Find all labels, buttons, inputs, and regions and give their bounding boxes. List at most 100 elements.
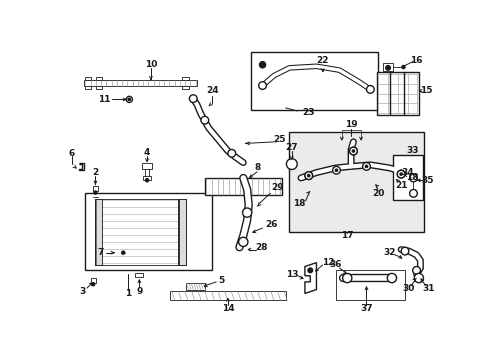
Bar [170, 291, 285, 300]
Text: 8: 8 [253, 163, 260, 172]
Circle shape [335, 169, 337, 171]
Bar [185, 283, 204, 289]
Circle shape [332, 166, 340, 174]
Bar [135, 273, 143, 277]
Text: 19: 19 [344, 120, 357, 129]
Bar [96, 86, 102, 89]
Circle shape [307, 175, 309, 177]
Circle shape [128, 98, 130, 100]
Text: 18: 18 [293, 199, 305, 208]
Circle shape [305, 172, 312, 180]
Circle shape [413, 274, 423, 283]
Bar [182, 86, 188, 89]
Text: 32: 32 [383, 248, 395, 257]
Circle shape [400, 247, 408, 255]
Bar [178, 199, 185, 265]
Circle shape [238, 237, 247, 247]
Bar [96, 77, 102, 80]
Text: 31: 31 [422, 284, 434, 293]
Text: 16: 16 [409, 56, 422, 65]
Text: 30: 30 [402, 284, 414, 293]
Text: 6: 6 [68, 149, 75, 158]
Text: 13: 13 [285, 270, 298, 279]
Text: 28: 28 [254, 243, 267, 252]
Text: 17: 17 [340, 231, 353, 240]
Text: 4: 4 [143, 148, 150, 157]
Bar [115, 250, 121, 255]
Circle shape [399, 173, 402, 175]
Circle shape [349, 147, 357, 155]
Text: 35: 35 [421, 176, 433, 185]
Circle shape [307, 268, 312, 273]
Bar [84, 80, 197, 86]
Circle shape [91, 283, 95, 286]
Text: 23: 23 [302, 108, 314, 117]
Circle shape [412, 266, 420, 274]
Bar [95, 199, 102, 265]
Circle shape [227, 149, 235, 157]
Text: 3: 3 [79, 287, 85, 296]
Circle shape [122, 251, 124, 254]
Text: 18: 18 [406, 174, 418, 183]
Circle shape [201, 116, 208, 124]
Bar [142, 163, 151, 170]
Bar [382, 63, 393, 71]
Circle shape [385, 66, 389, 70]
Text: 22: 22 [316, 56, 328, 65]
Text: 21: 21 [394, 181, 407, 190]
Circle shape [189, 95, 197, 103]
Circle shape [286, 159, 297, 170]
Circle shape [94, 191, 97, 194]
Circle shape [242, 208, 251, 217]
Bar [95, 199, 185, 265]
Text: 14: 14 [221, 304, 234, 313]
Bar [91, 278, 96, 283]
Text: 26: 26 [265, 220, 278, 229]
Circle shape [145, 179, 148, 182]
Text: 33: 33 [406, 147, 418, 156]
Text: 10: 10 [144, 60, 157, 69]
Text: 11: 11 [98, 95, 111, 104]
Text: 20: 20 [371, 189, 384, 198]
Circle shape [305, 172, 312, 180]
Circle shape [401, 66, 404, 69]
Bar [289, 132, 424, 232]
Bar [85, 193, 212, 270]
Text: 29: 29 [271, 184, 284, 193]
Circle shape [365, 165, 367, 167]
Text: 12: 12 [321, 258, 334, 267]
Circle shape [362, 163, 369, 170]
Text: 36: 36 [329, 260, 341, 269]
Circle shape [409, 174, 416, 182]
Circle shape [386, 274, 396, 283]
Bar [182, 77, 188, 80]
Bar [376, 72, 418, 115]
Bar [84, 77, 91, 80]
Bar [204, 178, 281, 195]
Bar [143, 176, 151, 180]
Circle shape [396, 170, 404, 178]
Text: 9: 9 [136, 287, 142, 296]
Circle shape [342, 274, 351, 283]
Circle shape [259, 62, 265, 68]
Bar [93, 186, 98, 191]
Circle shape [366, 86, 373, 93]
Bar [250, 53, 377, 110]
Circle shape [409, 189, 416, 197]
Circle shape [126, 96, 132, 103]
Circle shape [258, 82, 266, 89]
Circle shape [349, 147, 357, 155]
Text: 2: 2 [92, 168, 99, 177]
Text: 7: 7 [98, 248, 104, 257]
Text: 25: 25 [273, 135, 285, 144]
Text: 5: 5 [218, 276, 224, 285]
Circle shape [396, 170, 404, 178]
Circle shape [351, 150, 354, 152]
Text: 27: 27 [285, 143, 298, 152]
Text: 34: 34 [401, 168, 413, 177]
Text: 15: 15 [419, 86, 431, 95]
Text: 37: 37 [360, 304, 372, 313]
Bar [393, 155, 422, 199]
Text: 1: 1 [124, 289, 131, 298]
Text: 24: 24 [206, 86, 218, 95]
